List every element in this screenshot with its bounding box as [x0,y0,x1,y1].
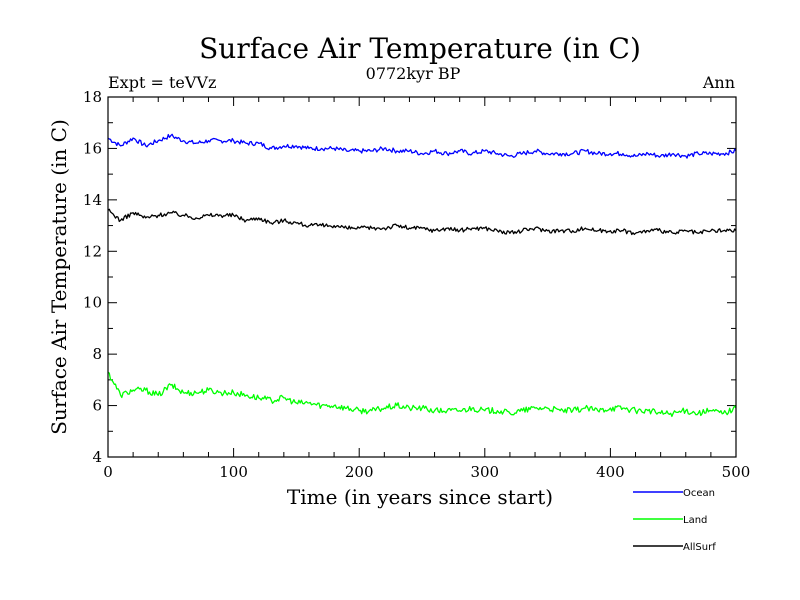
y-tick-label: 18 [83,88,102,106]
plot-frame [107,96,737,458]
x-tick-label: 200 [345,463,374,481]
legend-label-ocean: Ocean [683,488,715,499]
y-tick-label: 8 [92,345,102,363]
series-line-allsurf [107,208,737,236]
x-tick-label: 400 [596,463,625,481]
season-label: Ann [702,73,735,92]
y-tick-label: 14 [83,191,102,209]
plot-series [107,133,737,418]
y-tick-label: 4 [92,448,102,466]
series-line-land [107,371,737,418]
experiment-label: Expt = teVVz [108,73,216,92]
y-tick-label: 6 [92,397,102,415]
x-axis-label: Time (in years since start) [287,485,553,509]
chart-subtitle: 0772kyr BP [366,64,461,83]
x-tick-label: 300 [470,463,499,481]
y-tick-label: 10 [83,294,102,312]
y-axis-ticks: 4 6 8 10 12 14 16 18 [83,88,736,466]
y-tick-label: 12 [83,242,102,260]
series-line-ocean [107,133,737,159]
legend: Ocean Land AllSurf [633,488,716,553]
chart-title: Surface Air Temperature (in C) [199,32,641,65]
x-axis-ticks: 0 100 200 300 400 500 [103,97,750,481]
x-tick-label: 500 [722,463,751,481]
legend-label-allsurf: AllSurf [683,542,716,553]
y-tick-label: 16 [83,139,102,157]
y-axis-label: Surface Air Temperature (in C) [47,119,71,435]
legend-label-land: Land [683,515,707,526]
x-tick-label: 100 [219,463,248,481]
x-tick-label: 0 [103,463,113,481]
